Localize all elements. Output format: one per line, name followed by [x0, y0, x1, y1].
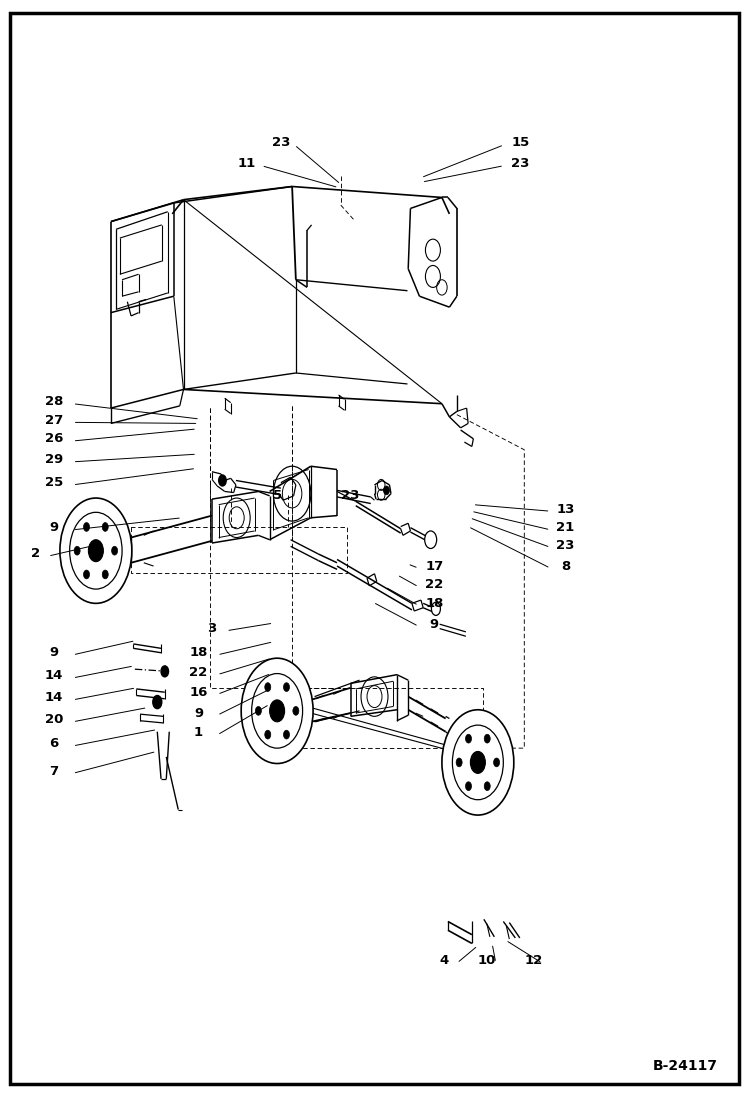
Circle shape	[383, 486, 389, 495]
Text: 18: 18	[425, 597, 443, 610]
Text: 22: 22	[189, 666, 207, 679]
Circle shape	[84, 522, 90, 531]
Text: 11: 11	[238, 157, 256, 170]
Circle shape	[219, 475, 226, 486]
Circle shape	[283, 682, 289, 691]
Text: B-24117: B-24117	[652, 1059, 718, 1073]
Text: 21: 21	[557, 521, 574, 534]
Text: 7: 7	[49, 765, 58, 778]
Circle shape	[283, 731, 289, 739]
Text: 14: 14	[45, 669, 63, 682]
Text: 3: 3	[207, 622, 216, 635]
Circle shape	[74, 546, 80, 555]
Circle shape	[465, 782, 472, 791]
Text: 26: 26	[45, 432, 63, 445]
Circle shape	[60, 498, 132, 603]
Circle shape	[88, 540, 103, 562]
Text: 9: 9	[194, 706, 203, 720]
Text: 8: 8	[561, 559, 570, 573]
Text: 9: 9	[49, 521, 58, 534]
Circle shape	[494, 758, 500, 767]
Circle shape	[466, 734, 472, 743]
Text: 22: 22	[425, 578, 443, 591]
Text: 9: 9	[430, 618, 439, 631]
Text: 28: 28	[45, 395, 63, 408]
Text: 27: 27	[45, 414, 63, 427]
Circle shape	[270, 700, 285, 722]
Text: 23: 23	[272, 136, 290, 149]
Text: 25: 25	[45, 476, 63, 489]
Circle shape	[431, 602, 440, 615]
Text: 29: 29	[45, 453, 63, 466]
Circle shape	[484, 734, 490, 743]
Circle shape	[153, 695, 162, 709]
Circle shape	[442, 710, 514, 815]
Text: 6: 6	[49, 737, 58, 750]
Circle shape	[102, 570, 108, 579]
Text: 10: 10	[478, 954, 496, 968]
Text: 13: 13	[557, 502, 574, 516]
Text: 14: 14	[45, 691, 63, 704]
Circle shape	[161, 666, 169, 677]
Text: 17: 17	[425, 559, 443, 573]
Text: 23: 23	[512, 157, 530, 170]
Text: 2: 2	[31, 547, 40, 561]
Text: 5: 5	[273, 489, 282, 502]
Circle shape	[293, 706, 299, 715]
Circle shape	[484, 782, 490, 791]
Text: 16: 16	[189, 686, 207, 699]
Circle shape	[265, 731, 271, 739]
Circle shape	[425, 531, 437, 548]
Text: 15: 15	[512, 136, 530, 149]
Text: 9: 9	[49, 646, 58, 659]
Circle shape	[83, 570, 89, 579]
Text: 18: 18	[189, 646, 207, 659]
Circle shape	[470, 751, 485, 773]
Circle shape	[241, 658, 313, 764]
Text: 4: 4	[440, 954, 449, 968]
Text: 23: 23	[342, 489, 360, 502]
Circle shape	[102, 522, 109, 531]
Circle shape	[112, 546, 118, 555]
Text: 12: 12	[524, 954, 542, 968]
Circle shape	[456, 758, 462, 767]
Circle shape	[265, 682, 271, 691]
Text: 1: 1	[194, 726, 203, 739]
Circle shape	[255, 706, 261, 715]
Text: 23: 23	[557, 539, 574, 552]
Text: 20: 20	[45, 713, 63, 726]
